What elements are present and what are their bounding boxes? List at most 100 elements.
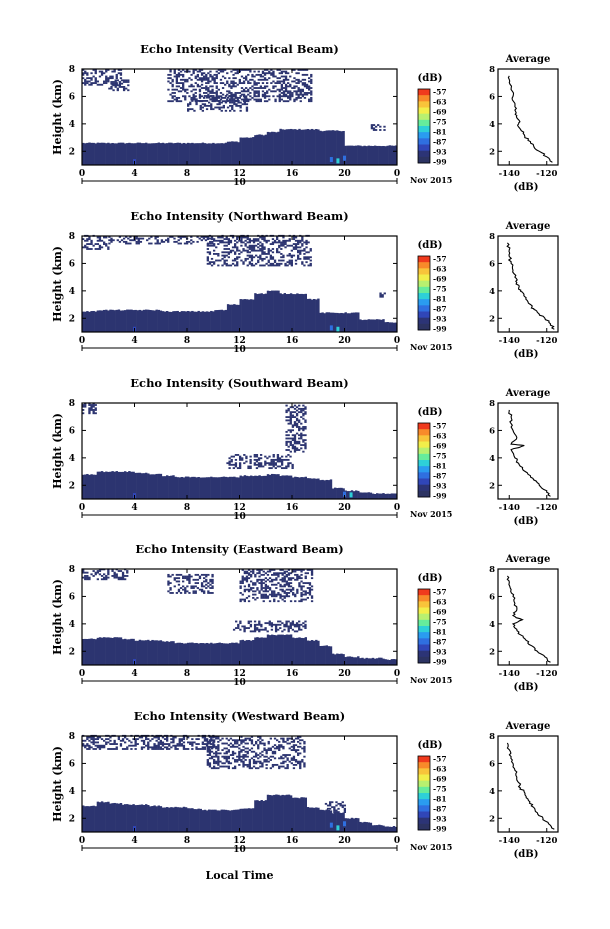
echo-cell [207,95,210,98]
echo-cell [169,575,172,578]
echo-cell [310,128,314,165]
echo-cell [201,103,204,106]
echo-cell [266,587,270,589]
echo-cell [380,825,383,832]
echo-cell [176,310,179,332]
echo-cell [244,755,247,758]
echo-cell [266,72,269,75]
echo-cell [264,628,267,631]
echo-cell [233,739,237,742]
echo-cell [254,593,257,596]
echo-cell [273,573,276,576]
echo-cell [94,409,97,411]
y-axis-label: Height (km) [51,246,64,322]
echo-cell [250,299,253,332]
date-label: Nov 2015 [410,175,452,185]
echo-cell [205,642,209,665]
panel-title: Echo Intensity (Southward Beam) [130,376,348,390]
echo-cell [273,750,277,753]
echo-cell [343,809,347,812]
echo-cell [175,82,179,85]
echo-cell [285,411,288,414]
echo-cell [168,743,171,745]
echo-cell [233,98,236,101]
echo-cell [211,92,214,94]
echo-cell [159,473,163,499]
echo-cell [305,93,309,96]
echo-cell [105,243,108,245]
echo-cell [280,92,284,94]
echo-heatmap [82,234,398,332]
echo-cell [149,310,152,332]
echo-cell [98,736,102,739]
echo-cell [252,744,256,747]
echo-cell [363,821,366,832]
echo-cell [321,131,324,165]
echo-cell [193,98,196,101]
echo-cell [303,82,307,85]
echo-cell [175,573,179,576]
echo-cell [205,92,208,94]
echo-cell [326,811,330,813]
echo-cell [219,92,223,94]
echo-cell [292,592,295,594]
echo-cell [193,143,196,165]
echo-cell [277,131,280,165]
echo-cell [305,69,309,71]
echo-cell [251,75,254,78]
echo-cell [274,462,277,465]
echo-cell [164,239,168,242]
echo-cell [281,590,284,593]
echo-cell [310,807,314,832]
echo-cell [296,577,299,580]
echo-cell [236,70,239,73]
echo-cell [179,237,182,240]
echo-cell [259,73,263,76]
echo-cell [122,79,126,82]
echo-cell [252,476,255,499]
echo-cell [367,145,370,165]
echo-cell [243,570,246,573]
colorbar-swatch [418,132,430,139]
echo-cell [282,100,286,103]
echo-cell [361,657,364,665]
echo-cell [247,572,251,575]
echo-cell [208,742,212,745]
panel-title: Echo Intensity (Northward Beam) [130,209,348,223]
echo-cell [288,742,291,745]
echo-cell [293,434,297,437]
echo-cell [157,736,160,739]
echo-cell [198,588,202,591]
echo-cell [214,98,217,101]
echo-cell [242,262,245,265]
echo-cell [268,622,271,625]
echo-cell [169,82,172,85]
echo-cell [295,442,299,445]
echo-cell [210,103,213,106]
echo-cell [295,412,299,415]
echo-cell [388,322,391,332]
echo-cell [260,573,263,576]
echo-cell [177,90,181,93]
echo-cell [298,440,301,443]
echo-cell [209,240,212,243]
echo-cell [231,752,235,755]
echo-cell [298,437,301,440]
echo-cell [306,129,310,165]
echo-cell [286,765,289,768]
echo-cell [241,580,244,583]
echo-cell [208,809,211,832]
echo-cell [243,628,246,631]
echo-cell [167,237,170,240]
echo-cell [109,748,112,750]
echo-cell [147,143,150,165]
echo-cell [126,472,129,499]
echo-cell [94,573,97,576]
colorbar-tick-label: -57 [433,422,447,431]
echo-cell [233,109,236,112]
echo-cell [175,577,179,580]
echo-cell [252,264,256,267]
echo-cell [275,248,279,250]
echo-cell [212,477,215,499]
echo-cell [154,237,157,240]
